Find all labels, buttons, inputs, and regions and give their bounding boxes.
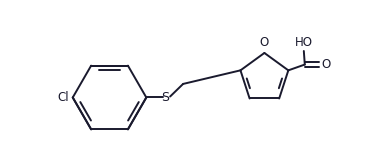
Text: Cl: Cl xyxy=(58,91,69,104)
Text: O: O xyxy=(260,36,269,49)
Text: HO: HO xyxy=(295,36,313,49)
Text: S: S xyxy=(161,91,169,104)
Text: O: O xyxy=(322,58,331,71)
